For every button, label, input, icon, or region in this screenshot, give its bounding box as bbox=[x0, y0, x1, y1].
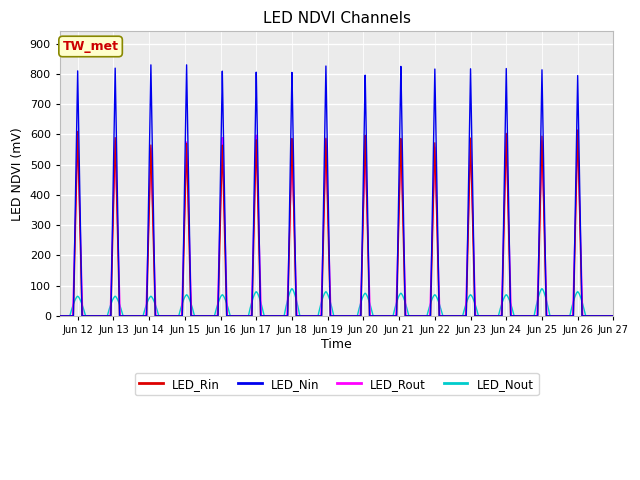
Y-axis label: LED NDVI (mV): LED NDVI (mV) bbox=[11, 127, 24, 220]
X-axis label: Time: Time bbox=[321, 338, 352, 351]
Title: LED NDVI Channels: LED NDVI Channels bbox=[262, 11, 411, 26]
Legend: LED_Rin, LED_Nin, LED_Rout, LED_Nout: LED_Rin, LED_Nin, LED_Rout, LED_Nout bbox=[134, 373, 539, 396]
Text: TW_met: TW_met bbox=[63, 40, 118, 53]
